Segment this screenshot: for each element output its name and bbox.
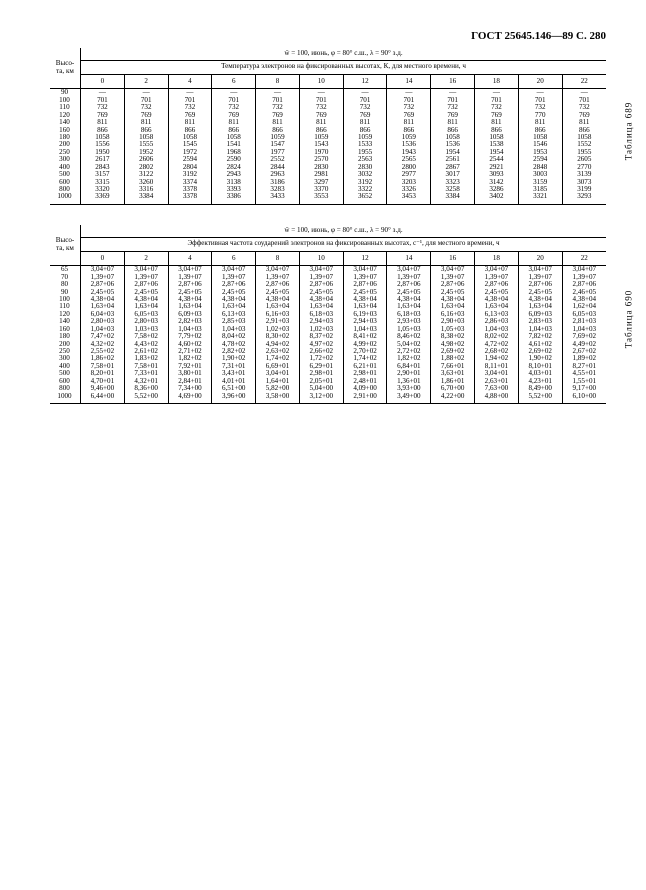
time-col: 22	[562, 251, 606, 265]
sub-caption: Эффективная частота соударений электроно…	[81, 238, 607, 251]
time-col: 16	[431, 74, 475, 88]
data-cell: 3,49+00	[387, 393, 431, 404]
data-cell: 3386	[212, 193, 256, 204]
data-cell: 3321	[518, 193, 562, 204]
time-col: 0	[81, 251, 125, 265]
time-col: 14	[387, 74, 431, 88]
sub-caption: Температура электронов на фиксированных …	[81, 61, 607, 74]
time-col: 4	[168, 251, 212, 265]
data-cell: 3293	[562, 193, 606, 204]
height-cell: 1000	[50, 193, 81, 204]
time-col: 16	[431, 251, 475, 265]
data-cell: 2,91+00	[343, 393, 387, 404]
time-col: 18	[475, 251, 519, 265]
data-cell: 4,88+00	[475, 393, 519, 404]
table-690-label: Таблица 690	[623, 290, 633, 349]
data-cell: 6,10+00	[562, 393, 606, 404]
table-689-label: Таблица 689	[623, 102, 633, 161]
time-col: 22	[562, 74, 606, 88]
time-col: 18	[475, 74, 519, 88]
time-col: 20	[518, 251, 562, 265]
time-col: 2	[124, 74, 168, 88]
data-cell: 3378	[168, 193, 212, 204]
data-cell: 3,96+00	[212, 393, 256, 404]
time-col: 14	[387, 251, 431, 265]
time-col: 10	[299, 74, 343, 88]
time-col: 10	[299, 251, 343, 265]
data-cell: 3402	[475, 193, 519, 204]
data-cell: 3384	[431, 193, 475, 204]
time-col: 0	[81, 74, 125, 88]
height-cell: 1000	[50, 393, 81, 404]
data-cell: 5,52+00	[518, 393, 562, 404]
time-col: 8	[256, 74, 300, 88]
top-caption: w̄ = 100, июнь, φ = 80° с.ш., λ = 90° з.…	[81, 48, 607, 61]
data-cell: 5,52+00	[124, 393, 168, 404]
data-cell: 3384	[124, 193, 168, 204]
time-col: 6	[212, 251, 256, 265]
data-cell: 3369	[81, 193, 125, 204]
time-col: 12	[343, 251, 387, 265]
time-col: 20	[518, 74, 562, 88]
time-col: 6	[212, 74, 256, 88]
time-col: 4	[168, 74, 212, 88]
data-cell: 3,58+00	[256, 393, 300, 404]
data-cell: 4,69+00	[168, 393, 212, 404]
data-cell: 6,44+00	[81, 393, 125, 404]
data-cell: 3,12+00	[299, 393, 343, 404]
row-header: Высо-та, км	[50, 48, 81, 89]
top-caption: w̄ = 100, июнь, φ = 80° с.ш., λ = 90° з.…	[81, 225, 607, 238]
time-col: 2	[124, 251, 168, 265]
data-cell: 3553	[299, 193, 343, 204]
data-cell: 3433	[256, 193, 300, 204]
time-col: 12	[343, 74, 387, 88]
row-header: Высо-та, км	[50, 225, 81, 266]
data-cell: 3652	[343, 193, 387, 204]
time-col: 8	[256, 251, 300, 265]
data-cell: 3453	[387, 193, 431, 204]
page-header: ГОСТ 25645.146—89 С. 280	[50, 30, 606, 42]
data-cell: 4,22+00	[431, 393, 475, 404]
table-689: Таблица 689 Высо-та, кмw̄ = 100, июнь, φ…	[50, 48, 606, 205]
table-690: Таблица 690 Высо-та, кмw̄ = 100, июнь, φ…	[50, 225, 606, 404]
